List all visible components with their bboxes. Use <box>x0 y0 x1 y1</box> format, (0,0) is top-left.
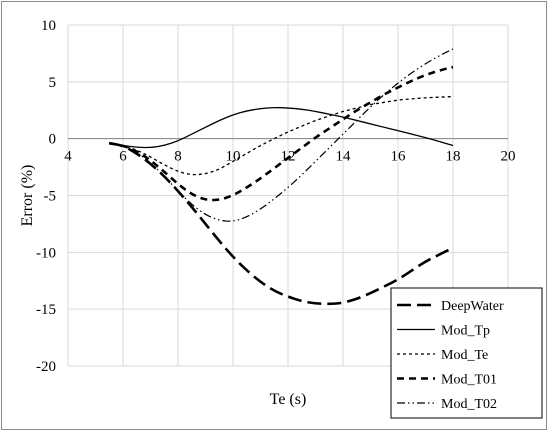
legend-label: Mod_T02 <box>441 397 497 412</box>
series-line-mod-te <box>109 95 454 176</box>
x-tick-label: 4 <box>64 149 72 165</box>
series-line-mod-t01 <box>109 65 454 202</box>
y-tick-label: -20 <box>36 359 56 375</box>
y-tick-label: 5 <box>49 75 57 91</box>
series-line-mod-tp <box>109 106 454 149</box>
x-tick-label: 14 <box>336 149 352 165</box>
legend-label: Mod_Te <box>441 348 488 363</box>
legend-box <box>390 287 543 419</box>
x-tick-label: 20 <box>501 149 516 165</box>
x-tick-label: 6 <box>119 149 127 165</box>
y-axis-title: Error (%) <box>19 165 36 227</box>
x-tick-label: 8 <box>174 149 182 165</box>
legend-label: DeepWater <box>441 299 504 314</box>
y-tick-label: -10 <box>36 245 56 261</box>
y-tick-label: 10 <box>41 18 56 34</box>
series-line-deepwater <box>109 141 454 306</box>
y-tick-label: 0 <box>49 132 57 148</box>
legend-label: Mod_Tp <box>441 324 490 339</box>
series-lines <box>109 48 454 306</box>
legend-label: Mod_T01 <box>441 373 497 388</box>
legend: DeepWater Mod_Tp Mod_Te Mod_T01 Mod_T02 <box>390 287 543 419</box>
x-axis-title: Te (s) <box>270 391 307 408</box>
x-tick-label: 16 <box>391 149 407 165</box>
y-tick-label: -15 <box>36 302 56 318</box>
series-line-mod-t02 <box>109 48 454 222</box>
y-tick-label: -5 <box>44 189 57 205</box>
x-tick-label: 10 <box>226 149 241 165</box>
x-tick-label: 18 <box>446 149 461 165</box>
